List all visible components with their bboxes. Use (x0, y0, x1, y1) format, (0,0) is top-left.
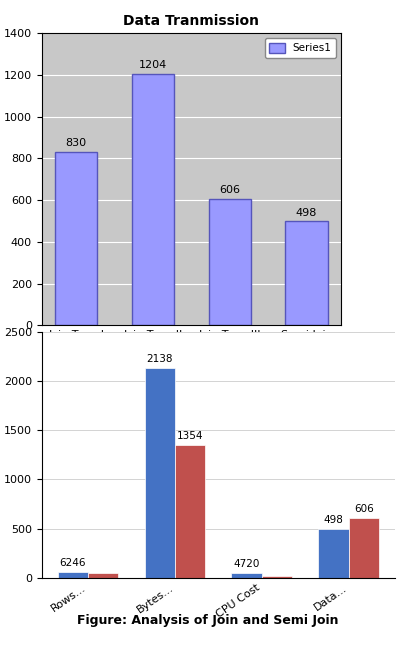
Bar (58, 572, 88, 578)
Text: 498: 498 (296, 208, 317, 218)
Bar (132, 74, 174, 325)
Legend: Series1: Series1 (265, 39, 336, 58)
Bar (318, 529, 349, 578)
Bar (285, 221, 327, 325)
Bar (88, 573, 119, 578)
Bar (231, 573, 262, 578)
Text: Figure 4: Analysis of Data Transmission: Figure 4: Analysis of Data Transmission (69, 355, 347, 369)
Text: 1354: 1354 (177, 431, 203, 441)
Text: 830: 830 (66, 138, 87, 148)
Bar (208, 199, 251, 325)
Bar (55, 152, 97, 325)
Text: 1204: 1204 (139, 60, 167, 70)
Title: Data Tranmission: Data Tranmission (124, 14, 259, 28)
Bar (144, 368, 175, 578)
Text: 2138: 2138 (146, 354, 173, 364)
Text: 6246: 6246 (59, 558, 86, 568)
Text: Figure: Analysis of Join and Semi Join: Figure: Analysis of Join and Semi Join (77, 614, 339, 627)
Bar (349, 518, 379, 578)
Text: 606: 606 (354, 504, 374, 514)
Text: 4720: 4720 (233, 559, 260, 569)
Text: 498: 498 (324, 515, 344, 525)
Bar (175, 445, 206, 578)
Bar (262, 576, 292, 578)
Text: 606: 606 (219, 185, 240, 195)
